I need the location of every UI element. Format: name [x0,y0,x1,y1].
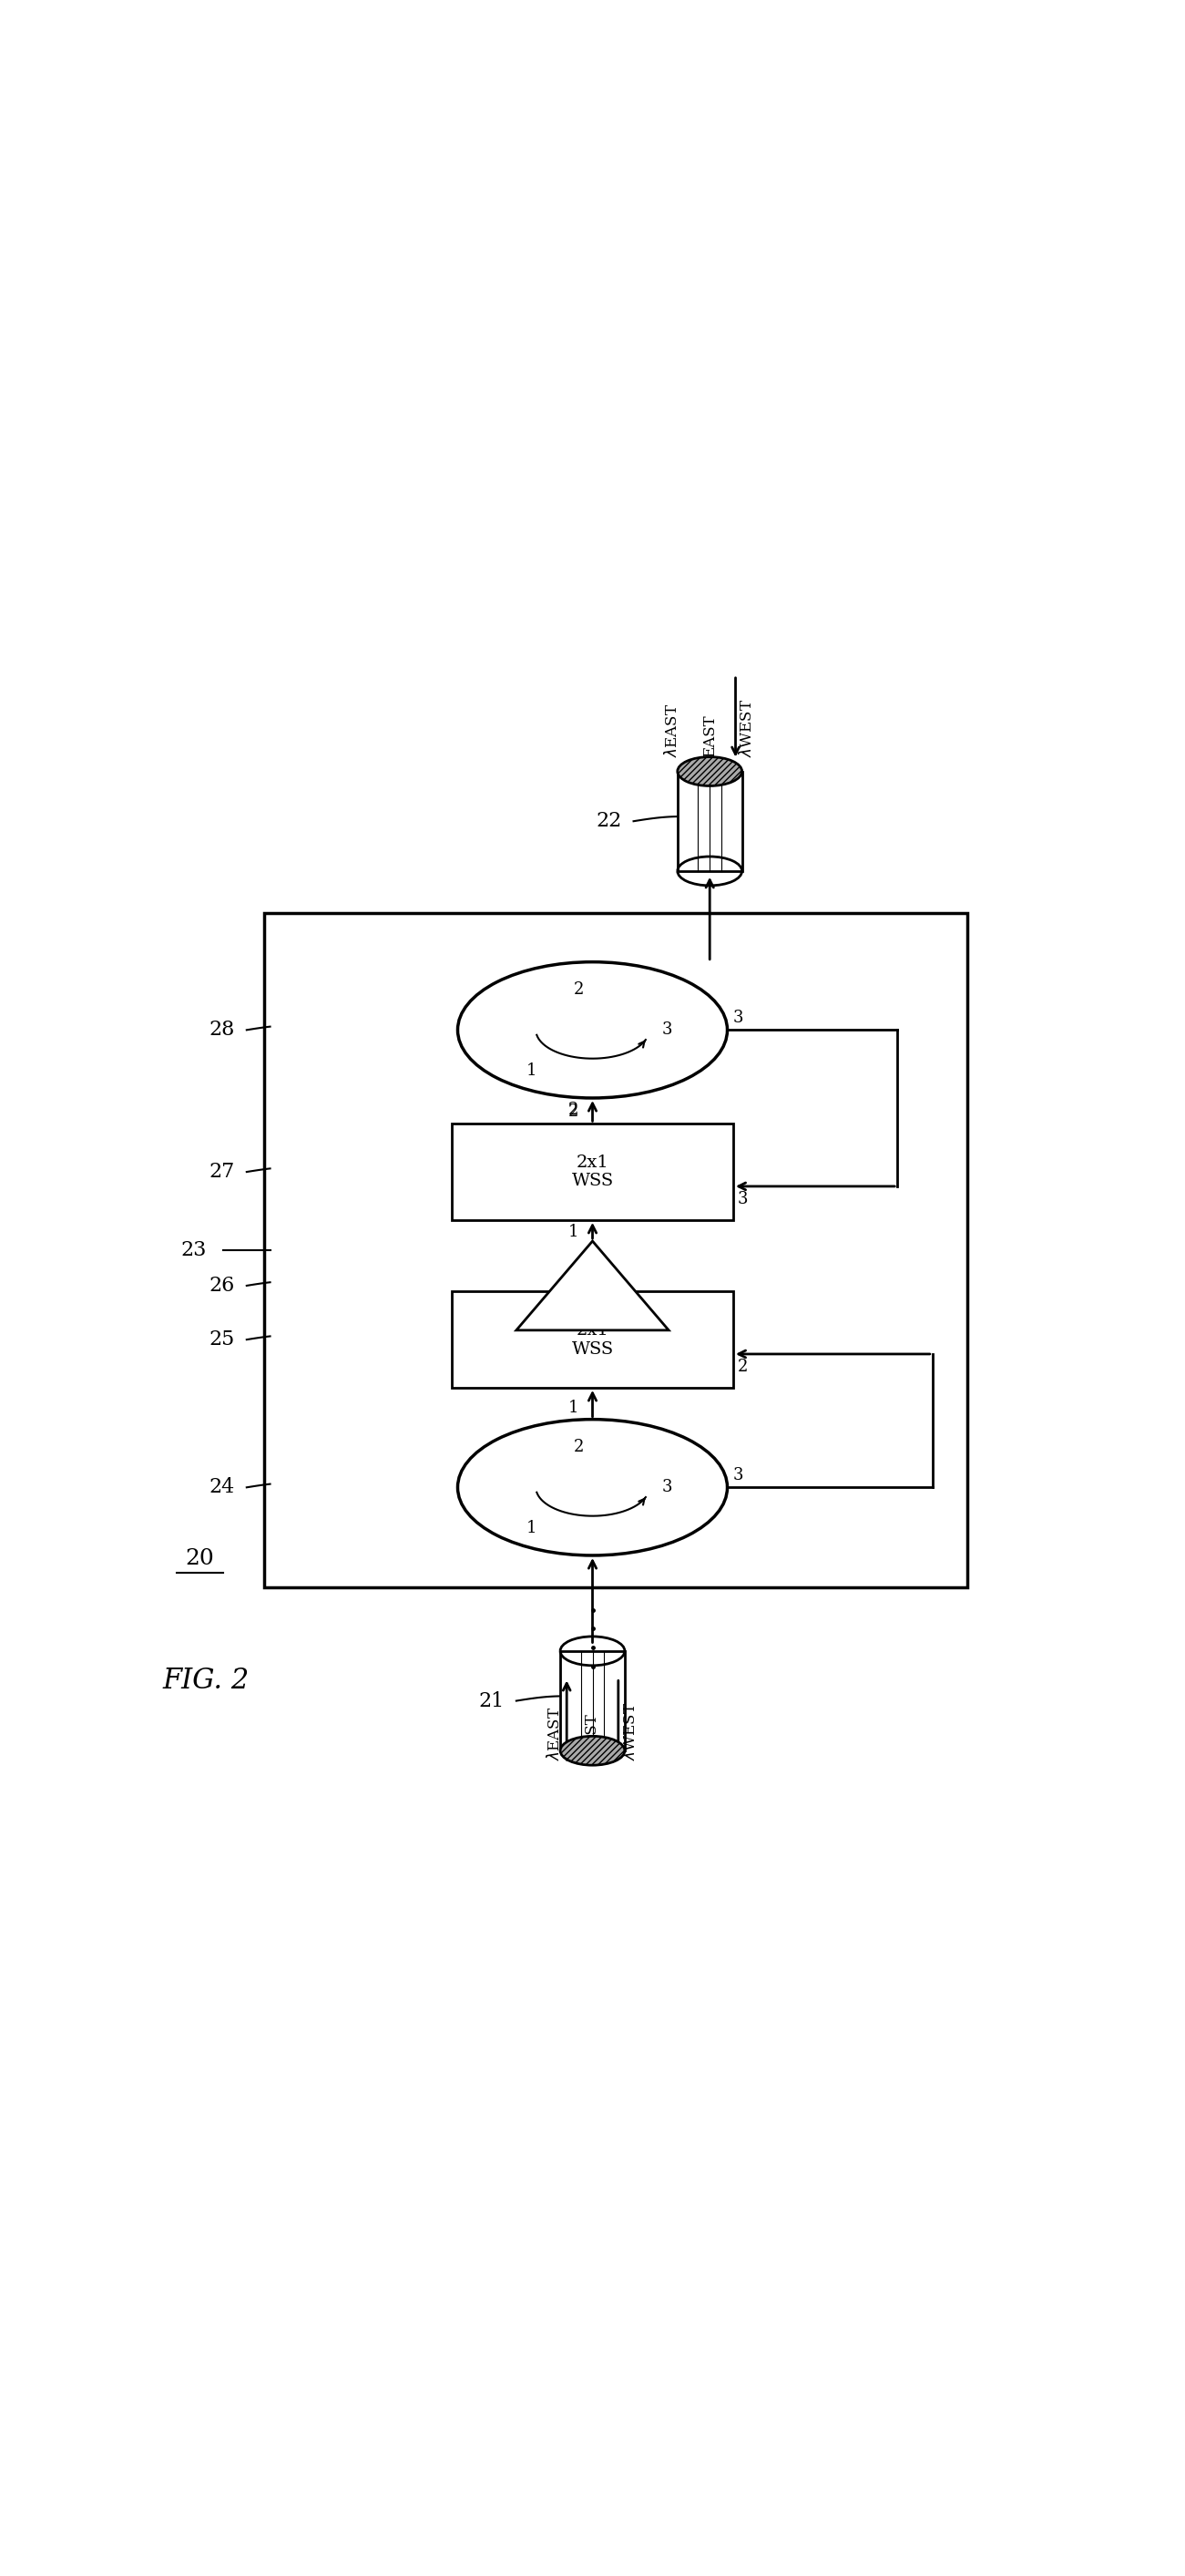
Bar [264,912,968,1587]
Text: 22: 22 [596,811,622,832]
Text: EAST: EAST [702,714,717,757]
Bar [451,1291,734,1388]
Text: 2x1
WSS: 2x1 WSS [571,1154,614,1190]
Bar [451,1123,734,1221]
Text: 1: 1 [568,1399,578,1417]
Text: 28: 28 [209,1020,235,1041]
Text: $\lambda$EAST: $\lambda$EAST [546,1705,563,1759]
Ellipse shape [561,1736,624,1765]
Text: 2x1
WSS: 2x1 WSS [571,1321,614,1358]
Text: 2: 2 [574,981,584,997]
Text: 3: 3 [661,1479,672,1497]
Text: 1: 1 [526,1061,537,1079]
Bar [678,770,742,871]
Text: 2: 2 [738,1358,748,1376]
Text: 27: 27 [210,1162,235,1182]
Text: 3: 3 [738,1190,749,1208]
Text: $\lambda$WEST: $\lambda$WEST [622,1703,639,1759]
Text: 3: 3 [568,1273,578,1288]
Text: 24: 24 [210,1479,235,1497]
Text: 1: 1 [568,1224,578,1239]
Text: 26: 26 [210,1275,235,1296]
Text: WEST: WEST [584,1713,601,1759]
Ellipse shape [678,757,742,786]
Text: FIG. 2: FIG. 2 [162,1667,249,1695]
Polygon shape [517,1242,668,1329]
Text: 2: 2 [568,1105,578,1121]
Text: 21: 21 [479,1690,505,1710]
Text: 2: 2 [574,1437,584,1455]
Text: 3: 3 [734,1010,744,1025]
Text: 3: 3 [734,1468,744,1484]
Text: 2: 2 [568,1103,578,1118]
Text: 20: 20 [185,1548,214,1569]
Text: 1: 1 [526,1520,537,1535]
Text: $\lambda$EAST: $\lambda$EAST [664,703,680,757]
Text: 3: 3 [661,1023,672,1038]
Text: 23: 23 [181,1239,207,1260]
Text: $\lambda$WEST: $\lambda$WEST [739,698,756,757]
Bar [561,1651,624,1752]
Text: 25: 25 [210,1329,235,1350]
